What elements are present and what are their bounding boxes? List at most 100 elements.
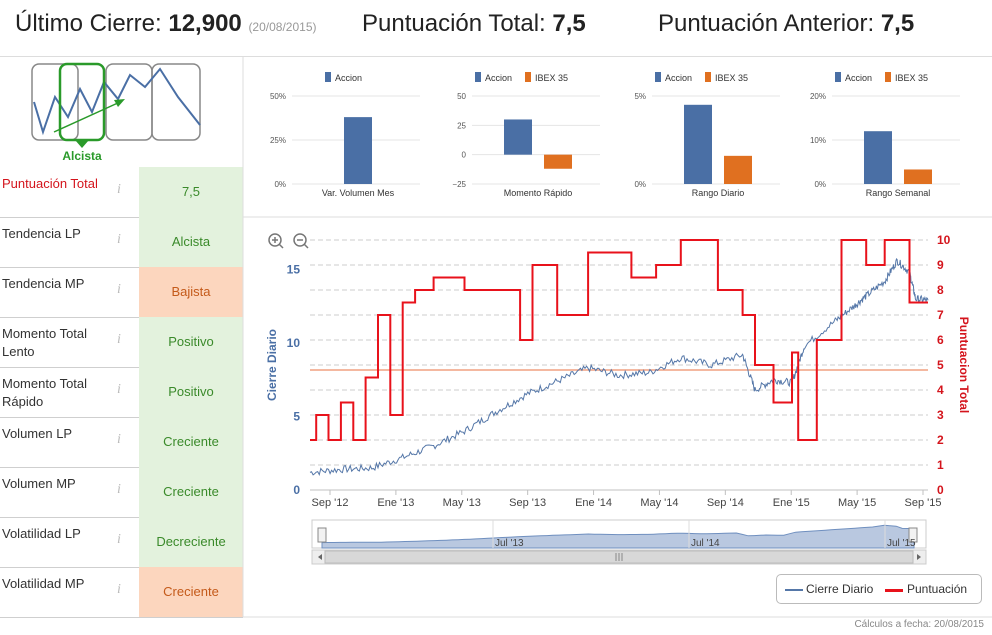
trend-icon: Alcista xyxy=(31,62,201,163)
legend-label: IBEX 35 xyxy=(715,73,748,83)
info-icon[interactable]: i xyxy=(117,482,121,497)
y-tick-label: 5% xyxy=(634,92,646,101)
right-axis-title: Puntuacion Total xyxy=(957,317,971,413)
legend-swatch xyxy=(885,72,891,82)
trend-label: Alcista xyxy=(62,149,102,163)
right-tick-label: 3 xyxy=(937,408,944,422)
navigator-tick-label: Jul '13 xyxy=(495,538,524,549)
legend-close-label[interactable]: Cierre Diario xyxy=(806,582,874,596)
y-tick-label: 50% xyxy=(270,92,286,101)
mini-chart-title: Var. Volumen Mes xyxy=(322,188,395,198)
y-tick-label: 25% xyxy=(270,136,286,145)
legend-label: IBEX 35 xyxy=(895,73,928,83)
indicator-row: Momento Total Rápido i Positivo xyxy=(0,367,243,418)
info-icon[interactable]: i xyxy=(117,582,121,597)
right-tick-label: 10 xyxy=(937,233,951,247)
mini-chart-title: Momento Rápido xyxy=(504,188,573,198)
trend-badge: Alcista xyxy=(0,57,243,167)
navigator-handle-left[interactable] xyxy=(317,527,327,543)
indicator-value: Creciente xyxy=(139,417,243,467)
legend-label: Accion xyxy=(665,73,692,83)
info-icon[interactable]: i xyxy=(117,432,121,447)
left-axis-title: Cierre Diario xyxy=(265,329,279,401)
mini-chart-title: Rango Diario xyxy=(692,188,745,198)
x-tick-label: Ene '15 xyxy=(773,497,810,509)
bar xyxy=(344,117,372,184)
x-tick-label: Sep '15 xyxy=(905,497,942,509)
legend-close-swatch xyxy=(785,589,803,591)
last-close: Último Cierre: 12,900 (20/08/2015) xyxy=(15,10,317,37)
x-tick-label: Ene '13 xyxy=(377,497,414,509)
x-tick-label: May '14 xyxy=(640,497,678,509)
bar xyxy=(724,155,752,184)
legend-score-swatch xyxy=(885,589,903,592)
legend-label: Accion xyxy=(485,73,512,83)
left-tick-label: 5 xyxy=(293,409,300,423)
total-score: Puntuación Total: 7,5 xyxy=(362,10,586,37)
indicator-row: Tendencia MP i Bajista xyxy=(0,267,243,318)
indicator-label: Volumen LP xyxy=(2,426,73,441)
mini-bar-chart: Accion IBEX 35 5% 0% Rango Diario xyxy=(634,72,780,198)
series-line-close xyxy=(309,257,929,476)
right-tick-label: 8 xyxy=(937,283,944,297)
indicator-value: Bajista xyxy=(139,267,243,317)
indicator-label: Volumen MP xyxy=(2,476,76,491)
series-line-score xyxy=(310,239,928,441)
x-tick-label: Sep '14 xyxy=(707,497,744,509)
x-tick-label: Sep '13 xyxy=(509,497,546,509)
indicator-row: Puntuación Total i 7,5 xyxy=(0,167,243,218)
indicator-row: Volumen MP i Creciente xyxy=(0,467,243,518)
legend-swatch xyxy=(475,72,481,82)
y-tick-label: 0% xyxy=(274,180,286,189)
info-icon[interactable]: i xyxy=(117,382,121,397)
y-tick-label: 25 xyxy=(457,121,466,130)
legend-swatch xyxy=(525,72,531,82)
info-icon[interactable]: i xyxy=(117,332,121,347)
header: Último Cierre: 12,900 (20/08/2015) Puntu… xyxy=(0,0,992,52)
navigator-handle-right[interactable] xyxy=(908,527,918,543)
legend-swatch xyxy=(705,72,711,82)
legend-swatch xyxy=(325,72,331,82)
zoom-out-icon[interactable] xyxy=(293,233,309,249)
indicator-value: Alcista xyxy=(139,217,243,267)
y-tick-label: 0% xyxy=(634,180,646,189)
info-icon[interactable]: i xyxy=(117,232,121,247)
y-tick-label: 20% xyxy=(810,92,826,101)
y-tick-label: 0% xyxy=(814,180,826,189)
info-icon[interactable]: i xyxy=(117,532,121,547)
x-tick-label: May '15 xyxy=(838,497,876,509)
x-tick-label: May '13 xyxy=(443,497,481,509)
right-tick-label: 5 xyxy=(937,358,944,372)
scroll-right-icon[interactable] xyxy=(917,554,921,560)
scrollbar-thumb[interactable] xyxy=(324,550,914,564)
y-tick-label: 0 xyxy=(462,151,467,160)
left-tick-label: 0 xyxy=(293,483,300,497)
previous-score: Puntuación Anterior: 7,5 xyxy=(658,10,915,37)
indicator-label: Puntuación Total xyxy=(2,176,98,191)
indicator-value: Decreciente xyxy=(139,517,243,567)
chart-legend[interactable]: Cierre Diario Puntuación xyxy=(776,574,982,604)
indicator-row: Volatilidad LP i Decreciente xyxy=(0,517,243,568)
right-tick-label: 9 xyxy=(937,258,944,272)
indicator-row: Volatilidad MP i Creciente xyxy=(0,567,243,618)
legend-label: Accion xyxy=(845,73,872,83)
indicator-value: 7,5 xyxy=(139,167,243,217)
navigator-tick-label: Jul '15 xyxy=(887,538,916,549)
mini-chart-title: Rango Semanal xyxy=(866,188,931,198)
scrollbar-grip-icon xyxy=(615,553,623,561)
info-icon[interactable]: i xyxy=(117,282,121,297)
legend-score-label[interactable]: Puntuación xyxy=(907,582,968,596)
navigator-tick-label: Jul '14 xyxy=(691,538,720,549)
bar xyxy=(684,104,712,184)
right-tick-label: 1 xyxy=(937,458,944,472)
y-tick-label: 10% xyxy=(810,136,826,145)
indicator-label: Volatilidad MP xyxy=(2,576,85,591)
zoom-in-icon[interactable] xyxy=(268,233,284,249)
indicator-row: Momento Total Lento i Positivo xyxy=(0,317,243,368)
indicator-row: Tendencia LP i Alcista xyxy=(0,217,243,268)
bar xyxy=(904,169,932,184)
scroll-left-icon[interactable] xyxy=(318,554,322,560)
scrollbar-track[interactable] xyxy=(311,549,927,565)
info-icon[interactable]: i xyxy=(117,182,121,197)
navigator-frame xyxy=(311,519,927,549)
